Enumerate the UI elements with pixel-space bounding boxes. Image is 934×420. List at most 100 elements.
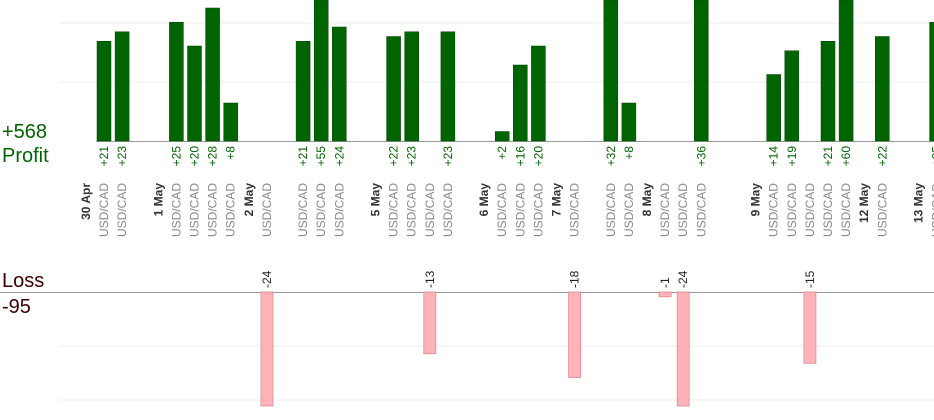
pair-label: USD/CAD [694, 183, 708, 237]
profit-bar-label: +14 [767, 146, 781, 167]
pair-label: USD/CAD [405, 183, 419, 237]
loss-bar [568, 291, 581, 378]
profit-bar [332, 26, 347, 142]
pair-label: USD/CAD [423, 183, 437, 237]
pair-label: USD/CAD [513, 183, 527, 237]
loss-bar [658, 291, 672, 298]
pair-label: USD/CAD [676, 183, 690, 237]
profit-bar [531, 45, 546, 142]
pair-label: USD/CAD [604, 183, 618, 237]
profit-bar [223, 102, 238, 142]
profit-bar [820, 41, 836, 142]
pair-label: USD/CAD [875, 183, 889, 237]
profit-bar-label: +8 [622, 146, 636, 160]
profit-bar-label: +28 [206, 146, 220, 167]
profit-bar [313, 0, 329, 142]
pair-label: USD/CAD [206, 183, 220, 237]
loss-bar-label: -24 [260, 270, 274, 288]
pair-label: USD/CAD [839, 183, 853, 237]
profit-bar [96, 41, 112, 142]
profit-bar-label: +16 [513, 146, 527, 167]
pair-label: USD/CAD [387, 183, 401, 237]
profit-bar-label: +20 [188, 146, 202, 167]
pair-label: USD/CAD [531, 183, 545, 237]
profit-bar-label: +19 [785, 146, 799, 167]
profit-bar-label: +23 [115, 146, 129, 167]
date-label: 5 May [369, 183, 383, 217]
profit-bar-label: +20 [531, 146, 545, 167]
profit-bar-label: +21 [821, 146, 835, 167]
loss-total: -95 [2, 296, 31, 318]
profit-bar [386, 36, 401, 142]
profit-bar [766, 74, 781, 142]
profit-bar [440, 31, 456, 142]
profit-total: +568 [2, 121, 48, 143]
pair-label: USD/CAD [658, 183, 672, 237]
profit-bar-label: +22 [387, 146, 401, 167]
profit-bar [875, 36, 890, 142]
pair-label: USD/CAD [495, 183, 509, 237]
profit-bar-label: +25 [930, 146, 934, 167]
loss-bar [260, 291, 274, 407]
profit-bar [838, 0, 854, 142]
date-label: 6 May [477, 183, 491, 217]
loss-bar-label: -24 [676, 270, 690, 288]
loss-bar-label: -13 [423, 270, 437, 288]
profit-bar-label: +55 [314, 146, 328, 167]
profit-bar-label: +8 [224, 146, 238, 160]
profit-bar-label: +25 [169, 146, 183, 167]
profit-bar-label: +60 [839, 146, 853, 167]
profit-bar [694, 0, 709, 142]
profit-bar-label: +24 [332, 146, 346, 167]
pair-label: USD/CAD [97, 183, 111, 237]
pair-label: USD/CAD [622, 183, 636, 237]
profit-bar-label: +23 [405, 146, 419, 167]
profit-bar-label: +36 [694, 146, 708, 167]
profit-bar [784, 50, 800, 142]
pair-label: USD/CAD [296, 183, 310, 237]
profit-bar-label: +21 [296, 146, 310, 167]
date-label: 2 May [242, 183, 256, 217]
date-label: 13 May [912, 183, 926, 223]
pair-label: USD/CAD [821, 183, 835, 237]
pair-label: USD/CAD [803, 183, 817, 237]
profit-bar [513, 64, 528, 142]
pair-label: USD/CAD [785, 183, 799, 237]
pair-label: USD/CAD [441, 183, 455, 237]
loss-bar [676, 291, 690, 407]
pair-label: USD/CAD [332, 183, 346, 237]
profit-bar [169, 22, 184, 142]
loss-label: Loss [2, 270, 45, 292]
profit-bar [295, 41, 311, 142]
loss-bar-label: -15 [803, 270, 817, 288]
loss-bar-label: -1 [658, 277, 672, 288]
date-label: 1 May [151, 183, 165, 217]
profit-bar [404, 31, 419, 142]
date-label: 9 May [749, 183, 763, 217]
pair-label: USD/CAD [224, 183, 238, 237]
pair-label: USD/CAD [260, 183, 274, 237]
profit-bar-label: +2 [495, 146, 509, 160]
profit-bar [205, 7, 220, 142]
profit-bar [114, 31, 130, 142]
pair-label: USD/CAD [169, 183, 183, 237]
profit-label: Profit [2, 145, 49, 167]
profit-bar [621, 102, 637, 142]
profit-bar-label: +23 [441, 146, 455, 167]
loss-bar [803, 291, 817, 364]
profit-bar-label: +21 [97, 146, 111, 167]
loss-bar-label: -18 [568, 270, 582, 288]
pair-label: USD/CAD [930, 183, 934, 237]
pair-label: USD/CAD [767, 183, 781, 237]
profit-bar [494, 131, 510, 142]
profit-bar-label: +22 [875, 146, 889, 167]
pair-label: USD/CAD [115, 183, 129, 237]
date-label: 30 Apr [79, 183, 93, 220]
date-label: 7 May [550, 183, 564, 217]
pair-label: USD/CAD [188, 183, 202, 237]
profit-bar [929, 22, 934, 142]
loss-bar [423, 291, 437, 355]
profit-bar [187, 45, 202, 142]
profit-bar-label: +32 [604, 146, 618, 167]
